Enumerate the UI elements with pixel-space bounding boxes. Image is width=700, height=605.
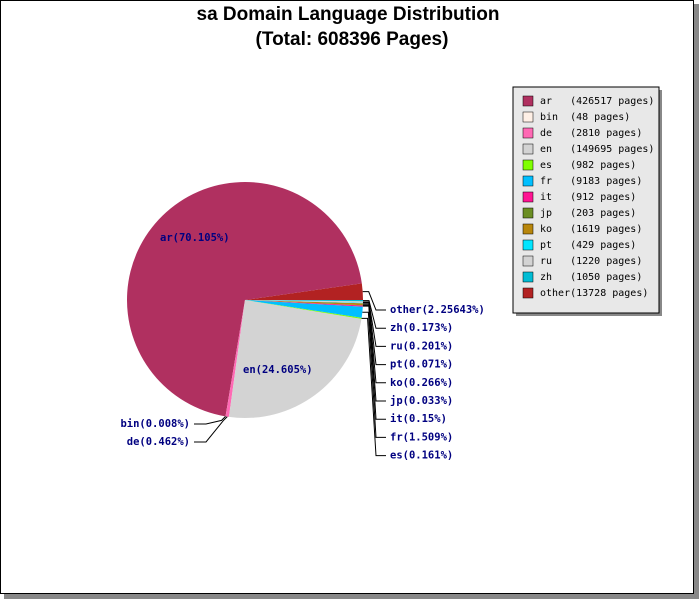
slice-label: fr(1.509%): [390, 431, 453, 443]
legend-box: [512, 86, 660, 314]
legend-swatch: [522, 175, 534, 187]
slice-label: jp(0.033%): [390, 395, 453, 407]
pie-slice: [245, 283, 363, 300]
chart-title: sa Domain Language Distribution: [197, 4, 500, 25]
legend-label: bin (48 pages): [540, 112, 630, 123]
slice-label: it(0.15%): [390, 413, 447, 425]
legend-label: ar (426517 pages): [540, 96, 654, 107]
leader-line: [362, 305, 386, 420]
legend-label: fr (9183 pages): [540, 176, 642, 187]
legend-swatch: [522, 207, 534, 219]
leader-line: [362, 304, 386, 402]
slice-label: es(0.161%): [390, 450, 453, 462]
pie-slice: [245, 300, 363, 307]
legend-swatch: [522, 127, 534, 139]
legend-label: pt (429 pages): [540, 240, 636, 251]
legend-swatch: [522, 223, 534, 235]
legend-swatch: [522, 111, 534, 123]
legend: ar (426517 pages) bin (48 pages) de (2810 …: [512, 86, 662, 316]
legend-label: it (912 pages): [540, 192, 636, 203]
legend-swatch: [522, 255, 534, 267]
legend-label: zh (1050 pages): [540, 272, 642, 283]
leader-line: [194, 416, 226, 425]
leader-line: [362, 302, 386, 366]
pie-slice: [245, 300, 363, 302]
slice-label: ru(0.201%): [390, 340, 453, 352]
leader-line: [194, 416, 228, 443]
leader-line: [362, 300, 386, 329]
slice-label: other(2.25643%): [390, 304, 485, 316]
slice-label: zh(0.173%): [390, 322, 453, 334]
slice-label: ko(0.266%): [390, 377, 453, 389]
slice-label: de(0.462%): [127, 436, 190, 448]
pie-slice: [225, 300, 245, 417]
slice-label: pt(0.071%): [390, 359, 453, 371]
legend-label: en (149695 pages): [540, 144, 654, 155]
legend-swatch: [522, 143, 534, 155]
legend-swatch: [522, 159, 534, 171]
legend-swatch: [522, 271, 534, 283]
chart-subtitle: (Total: 608396 Pages): [256, 29, 449, 50]
pie-slice: [245, 300, 363, 318]
pie: ar(70.105%) bin(0.008%) de(0.462%) en(24.60…: [120, 182, 485, 462]
leader-line: [362, 303, 386, 384]
slice-label: en(24.605%): [243, 364, 313, 376]
legend-label: ko (1619 pages): [540, 224, 642, 235]
legend-label: other(13728 pages): [540, 288, 648, 299]
pie-slice: [225, 300, 245, 417]
legend-swatch: [522, 95, 534, 107]
leader-line: [362, 301, 386, 347]
legend-label: es (982 pages): [540, 160, 636, 171]
pie-slice: [228, 300, 362, 418]
pie-slice: [245, 300, 363, 303]
legend-swatch: [522, 239, 534, 251]
pie-slice: [245, 300, 363, 304]
pie-slice: [245, 300, 363, 306]
leader-line: [361, 317, 386, 457]
leader-line: [362, 291, 386, 311]
legend-label: de (2810 pages): [540, 128, 642, 139]
pie-slice: [126, 182, 362, 417]
legend-label: jp (203 pages): [540, 208, 636, 219]
pie-slice: [245, 300, 363, 306]
leader-line: [362, 311, 386, 438]
slice-label: bin(0.008%): [120, 418, 190, 430]
slice-label: ar(70.105%): [160, 232, 230, 244]
pie-slice: [245, 300, 362, 319]
legend-swatch: [522, 191, 534, 203]
legend-swatch: [522, 287, 534, 299]
legend-label: ru (1220 pages): [540, 256, 642, 267]
